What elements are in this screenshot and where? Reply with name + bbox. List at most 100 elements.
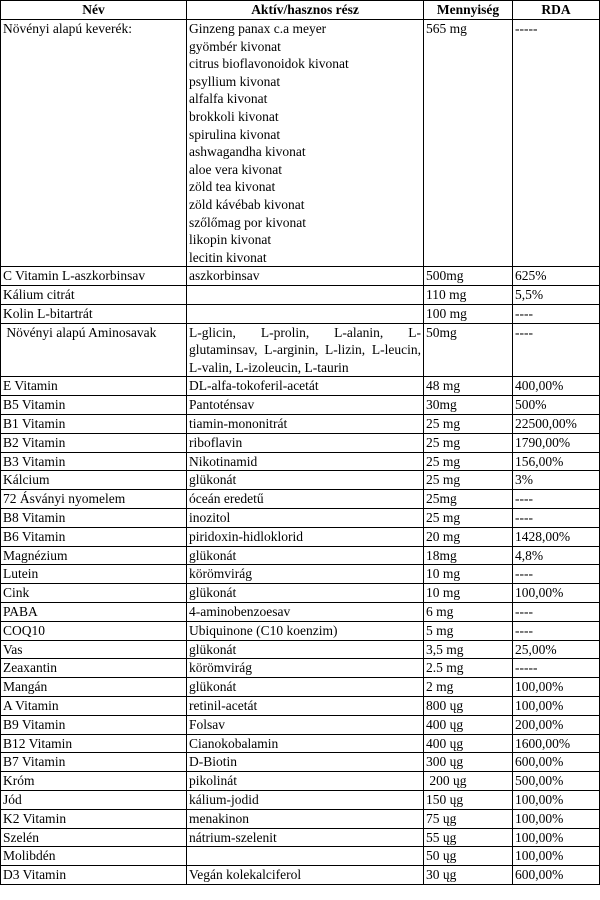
- active-cell: retinil-acetát: [186, 696, 424, 716]
- name-cell: Mangán: [0, 677, 187, 698]
- rda-cell: ----: [512, 564, 600, 585]
- table-body: Növényi alapú keverék: Ginzeng panax c.a …: [0, 18, 600, 885]
- rda-cell: 200,00%: [512, 714, 600, 735]
- name-cell: Jód: [0, 790, 187, 810]
- table-row: Magnézium glükonát 18mg 4,8%: [0, 545, 600, 566]
- name-cell: Zeaxantin: [0, 658, 187, 679]
- amount-cell: 25 mg: [423, 414, 513, 434]
- active-cell: glükonát: [186, 677, 424, 698]
- active-line: lecitin kivonat: [189, 249, 267, 265]
- rda-cell: 100,00%: [512, 583, 600, 604]
- amount-cell: 30mg: [423, 395, 513, 416]
- active-cell: Pantoténsav: [186, 395, 424, 416]
- rda-cell: 625%: [512, 266, 600, 287]
- name-cell: B3 Vitamin: [0, 451, 187, 472]
- name-cell: E Vitamin: [0, 376, 187, 397]
- name-cell: D3 Vitamin: [0, 865, 187, 885]
- name-cell: B1 Vitamin: [0, 414, 187, 434]
- amount-cell: 25 mg: [423, 470, 513, 491]
- name-cell: Molibdén: [0, 846, 187, 867]
- active-cell: glükonát: [186, 583, 424, 604]
- active-line: ashwagandha kivonat: [189, 144, 306, 160]
- active-cell: 4-aminobenzoesav: [186, 602, 424, 622]
- amount-cell: 100 mg: [423, 303, 513, 324]
- rda-cell: 4,8%: [512, 545, 600, 566]
- table-row: B8 Vitamin inozitol 25 mg ----: [0, 508, 600, 528]
- amount-cell: 500mg: [423, 266, 513, 287]
- name-cell: Cink: [0, 583, 187, 604]
- active-cell: Vegán kolekalciferol: [186, 865, 424, 885]
- amount-cell: 400 ųg: [423, 714, 513, 735]
- table-row: Mangán glükonát 2 mg 100,00%: [0, 677, 600, 698]
- active-line: aloe vera kivonat: [189, 161, 282, 177]
- active-cell: [186, 846, 424, 867]
- active-cell: óceán eredetű: [186, 489, 424, 510]
- active-line: psyllium kivonat: [189, 73, 281, 89]
- rda-cell: ----: [512, 620, 600, 641]
- rda-cell: 100,00%: [512, 846, 600, 867]
- active-cell: Nikotinamid: [186, 451, 424, 472]
- header-cell: Név: [0, 0, 187, 20]
- rda-cell: 600,00%: [512, 865, 600, 885]
- active-cell: riboflavin: [186, 432, 424, 453]
- active-line: zöld tea kivonat: [189, 179, 276, 195]
- table-row: Növényi alapú keverék: Ginzeng panax c.a …: [0, 18, 600, 268]
- amount-cell: 110 mg: [423, 285, 513, 305]
- amount-cell: 300 ųg: [423, 752, 513, 773]
- table-row: D3 Vitamin Vegán kolekalciferol 30 ųg 600,0…: [0, 865, 600, 885]
- name-cell: Növényi alapú keverék:: [0, 18, 187, 268]
- name-cell: Lutein: [0, 564, 187, 585]
- table-row: Jód kálium-jodid 150 ųg 100,00%: [0, 790, 600, 810]
- active-cell: Cianokobalamin: [186, 733, 424, 754]
- rda-cell: 5,5%: [512, 285, 600, 305]
- rda-cell: 400,00%: [512, 376, 600, 397]
- name-cell: COQ10: [0, 620, 187, 641]
- name-cell: C Vitamin L-aszkorbinsav: [0, 266, 187, 287]
- table-row: PABA 4-aminobenzoesav 6 mg ----: [0, 602, 600, 622]
- active-cell: kálium-jodid: [186, 790, 424, 810]
- name-cell: PABA: [0, 602, 187, 622]
- name-cell: B7 Vitamin: [0, 752, 187, 773]
- active-line: gyömbér kivonat: [189, 38, 281, 54]
- table-row: B5 Vitamin Pantoténsav 30mg 500%: [0, 395, 600, 416]
- active-cell: menakinon: [186, 808, 424, 829]
- rda-cell: ----: [512, 508, 600, 528]
- amount-cell: 50 ųg: [423, 846, 513, 867]
- table-row: Szelén nátrium-szelenit 55 ųg 100,00%: [0, 827, 600, 848]
- header-cell: Aktív/hasznos rész: [186, 0, 424, 20]
- rda-cell: 100,00%: [512, 696, 600, 716]
- table-row: B3 Vitamin Nikotinamid 25 mg 156,00%: [0, 451, 600, 472]
- active-cell: D-Biotin: [186, 752, 424, 773]
- name-cell: B8 Vitamin: [0, 508, 187, 528]
- table-row: E Vitamin DL-alfa-tokoferil-acetát 48 mg 40…: [0, 376, 600, 397]
- rda-cell: 100,00%: [512, 677, 600, 698]
- active-cell: inozitol: [186, 508, 424, 528]
- amount-cell: 200 ųg: [423, 771, 513, 792]
- amount-cell: 50mg: [423, 322, 513, 378]
- name-cell: Kálium citrát: [0, 285, 187, 305]
- amount-cell: 25 mg: [423, 432, 513, 453]
- header-cell: Mennyiség: [423, 0, 513, 20]
- table-row: B12 Vitamin Cianokobalamin 400 ųg 1600,00%: [0, 733, 600, 754]
- table-row: B2 Vitamin riboflavin 25 mg 1790,00%: [0, 432, 600, 453]
- rda-cell: ----: [512, 489, 600, 510]
- table-row: A Vitamin retinil-acetát 800 ųg 100,00%: [0, 696, 600, 716]
- name-cell: B12 Vitamin: [0, 733, 187, 754]
- rda-cell: 25,00%: [512, 639, 600, 660]
- name-cell: 72 Ásványi nyomelem: [0, 489, 187, 510]
- name-cell: B9 Vitamin: [0, 714, 187, 735]
- active-cell: [186, 303, 424, 324]
- amount-cell: 75 ųg: [423, 808, 513, 829]
- table-row: Kolin L-bitartrát 100 mg ----: [0, 303, 600, 324]
- rda-cell: 3%: [512, 470, 600, 491]
- active-cell: pikolinát: [186, 771, 424, 792]
- rda-cell: 1600,00%: [512, 733, 600, 754]
- name-cell: Kálcium: [0, 470, 187, 491]
- active-cell: körömvirág: [186, 564, 424, 585]
- amount-cell: 565 mg: [423, 18, 513, 268]
- amount-cell: 25 mg: [423, 508, 513, 528]
- name-cell: A Vitamin: [0, 696, 187, 716]
- amount-cell: 25mg: [423, 489, 513, 510]
- rda-cell: ----: [512, 322, 600, 378]
